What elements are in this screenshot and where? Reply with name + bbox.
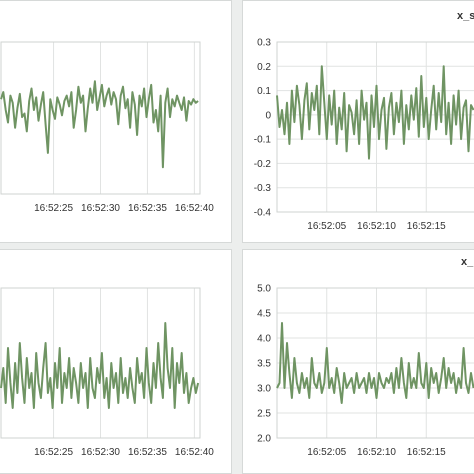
x-tick-label: 16:52:40 (175, 447, 214, 458)
chart-panel-bottom-left: 16:52:25 16:52:30 16:52:35 16:52:40 (0, 249, 232, 474)
y-tick-label: 4.0 (257, 334, 271, 345)
x-tick-label: 16:52:35 (128, 203, 167, 214)
plot-frame (276, 41, 474, 213)
plot-frame (0, 41, 201, 195)
chart-panel-top-left: 16:52:25 16:52:30 16:52:35 16:52:40 (0, 0, 232, 243)
x-tick-label: 16:52:30 (81, 203, 120, 214)
series-line (276, 322, 474, 404)
y-tick-label: 2.0 (257, 434, 271, 445)
x-tick-label: 16:52:05 (307, 221, 346, 232)
x-tick-label: 16:52:15 (407, 221, 446, 232)
panel-title: x_ (461, 256, 474, 268)
y-tick-label: 2.5 (257, 409, 271, 420)
x-tick-label: 16:52:40 (175, 203, 214, 214)
line-chart-top-right: -0.4 -0.3 -0.2 -0.1 0 0.1 0.2 0.3 16:52:05 16:52:… (254, 38, 474, 232)
x-tick-label: 16:52:25 (34, 447, 73, 458)
y-tick-label: 3.5 (257, 359, 271, 370)
x-tick-label: 16:52:30 (81, 447, 120, 458)
y-tick-label: 0.2 (257, 62, 271, 73)
y-tick-label: 0 (265, 110, 271, 121)
chart-panel-top-right: x_s -0.4 -0.3 -0.2 -0.1 0 0.1 0.2 0.3 16:52:05 16… (242, 0, 474, 243)
panel-title: x_s (457, 10, 474, 22)
line-chart-bottom-left: 16:52:25 16:52:30 16:52:35 16:52:40 (0, 287, 214, 458)
chart-panel-bottom-right: x_ 2.0 2.5 3.0 3.5 4.0 4.5 5.0 16:52:05 16:52:10… (242, 249, 474, 474)
y-tick-label: -0.2 (254, 159, 272, 170)
x-tick-label: 16:52:15 (407, 447, 446, 458)
y-tick-label: -0.1 (254, 135, 272, 146)
plot-frame (276, 287, 474, 439)
y-tick-label: 0.1 (257, 86, 271, 97)
x-tick-label: 16:52:10 (357, 447, 396, 458)
x-tick-label: 16:52:05 (307, 447, 346, 458)
y-tick-label: 0.3 (257, 38, 271, 49)
line-chart-bottom-right: 2.0 2.5 3.0 3.5 4.0 4.5 5.0 16:52:05 16:52:10 16:… (257, 284, 474, 458)
series-line (0, 80, 199, 169)
y-tick-label: -0.3 (254, 183, 272, 194)
series-line (0, 322, 200, 409)
y-tick-label: 3.0 (257, 384, 271, 395)
line-chart-top-left: 16:52:25 16:52:30 16:52:35 16:52:40 (0, 41, 214, 214)
series-line (276, 65, 474, 160)
x-tick-label: 16:52:35 (128, 447, 167, 458)
plot-frame (0, 287, 201, 439)
x-tick-label: 16:52:10 (357, 221, 396, 232)
x-tick-label: 16:52:25 (34, 203, 73, 214)
y-tick-label: 4.5 (257, 309, 271, 320)
y-tick-label: 5.0 (257, 284, 271, 295)
y-tick-label: -0.4 (254, 208, 272, 219)
